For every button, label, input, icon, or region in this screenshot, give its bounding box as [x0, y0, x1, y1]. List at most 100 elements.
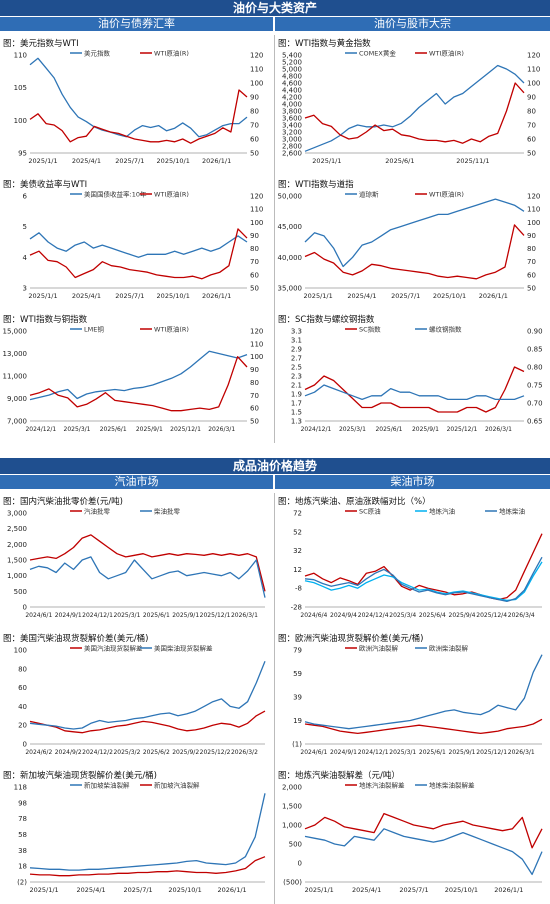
x-tick-label: 2025/9/1 — [136, 426, 163, 433]
x-tick-label: 2025/12/2 — [200, 749, 231, 756]
y-tick-label: 78 — [18, 815, 27, 823]
chart-us-crack: 图：美国汽柴油现货裂解价差(美元/桶) 0 20 40 60 80 100 2024/6/2… — [0, 630, 273, 766]
y2-tick-label: 100 — [250, 219, 263, 227]
y-tick-label: 4 — [23, 254, 28, 262]
y-tick-label: 39 — [293, 694, 302, 702]
x-tick-label: 2025/9/1 — [449, 749, 476, 756]
x-tick-label: 2025/4/1 — [76, 886, 105, 894]
y2-tick-label: 90 — [250, 232, 259, 240]
x-tick-label: 2025/12/1 — [200, 612, 231, 619]
y2-tick-label: 120 — [250, 328, 263, 336]
y-tick-label: 4,600 — [282, 80, 302, 88]
y2-tick-label: 120 — [527, 193, 540, 201]
x-tick-label: 2025/7/1 — [391, 292, 420, 300]
y-tick-label: 3 — [23, 285, 27, 293]
y-tick-label: 32 — [293, 547, 302, 555]
y2-tick-label: 0.75 — [527, 382, 543, 390]
chart-wti-gold: 图：WTI指数与黄金指数 2,600 2,800 3,000 3,200 3,400 3,… — [275, 35, 550, 175]
x-tick-label: 2025/10/1 — [445, 886, 478, 894]
x-tick-label: 2026/3/1 — [485, 426, 512, 433]
chart-svg: 3 4 5 6 50 60 70 80 90 100 110 120 2025/1/1 2025/4/1 2… — [23, 190, 264, 301]
x-tick-label: 2025/12/1 — [447, 426, 478, 433]
x-tick-label: 2025/7/1 — [399, 886, 428, 894]
y-tick-label: 100 — [14, 117, 27, 125]
series-line-0 — [304, 64, 525, 152]
x-tick-label: 2025/10/1 — [433, 292, 466, 300]
y2-tick-label: 50 — [250, 285, 259, 293]
chart-svg: 95 100 105 110 50 60 70 80 90 100 110 120 2025/1/1 20… — [14, 49, 264, 166]
series-line-1 — [29, 356, 248, 412]
x-tick-label: 2025/6/1 — [143, 612, 170, 619]
series-line-0 — [304, 366, 525, 413]
chart-local-refinery-change: 图：地炼汽柴油、原油涨跌幅对比（%） -28 -8 12 32 52 72 2024/6/4… — [275, 493, 550, 629]
chart-title: 图：WTI指数与铜指数 — [3, 315, 88, 325]
series-line-0 — [29, 534, 266, 592]
legend-label: SC指数 — [359, 325, 381, 334]
legend-label: 道琼斯 — [359, 190, 379, 199]
y-tick-label: 3,400 — [282, 122, 302, 130]
legend-label: WTI原油(R) — [154, 49, 189, 58]
x-tick-label: 2024/12/2 — [82, 749, 113, 756]
chart-title: 图：欧洲汽柴油现货裂解价差(美元/桶) — [278, 634, 424, 644]
y2-tick-label: 120 — [527, 52, 540, 60]
chart-svg: 7,000 9,000 11,000 13,000 15,000 50 60 70 80 90 10… — [3, 325, 264, 434]
y-tick-label: 4,200 — [282, 94, 302, 102]
x-tick-label: 2025/4/1 — [347, 292, 376, 300]
y2-tick-label: 60 — [250, 405, 259, 413]
y-tick-label: 7,000 — [7, 418, 27, 426]
section-title-products: 成品油价格趋势 — [0, 458, 550, 474]
y-tick-label: 3,800 — [282, 108, 302, 116]
series-line-0 — [304, 812, 543, 849]
x-tick-label: 2024/6/1 — [300, 749, 327, 756]
x-tick-label: 2025/1/1 — [305, 886, 334, 894]
y-tick-label: 72 — [293, 510, 302, 518]
legend-label: 美国汽油现货裂解差 — [84, 644, 143, 653]
y-tick-label: 1.5 — [291, 409, 302, 417]
chart-sc-rebar: 图：SC指数与螺纹钢指数 1.3 1.5 1.7 1.9 2.1 2.3 2.5 2.7 2.9… — [275, 311, 550, 443]
chart-svg: 1.31.51.71.92.12.32.52.72.93.13.3 0.65 0.7… — [291, 325, 543, 434]
series-line-1 — [304, 384, 525, 401]
x-tick-label: 2025/12/4 — [476, 612, 507, 619]
x-tick-label: 2025/6/2 — [143, 749, 170, 756]
y-tick-label: 98 — [18, 799, 27, 807]
y-tick-label: 6 — [23, 193, 28, 201]
y-tick-label: (2) — [17, 879, 27, 887]
y2-tick-label: 90 — [250, 366, 259, 374]
y-tick-label: 13,000 — [3, 350, 28, 358]
y-tick-label: 1,500 — [282, 803, 302, 811]
x-tick-label: 2025/7/1 — [123, 886, 152, 894]
series-line-1 — [304, 82, 525, 144]
legend-label: 地炼柴油 — [499, 507, 525, 516]
x-tick-label: 2025/12/1 — [476, 749, 507, 756]
x-tick-label: 2026/3/1 — [208, 426, 235, 433]
x-tick-label: 2026/1/1 — [494, 886, 523, 894]
y2-tick-label: 60 — [527, 136, 536, 144]
x-tick-label: 2025/12/1 — [170, 426, 201, 433]
x-tick-label: 2024/12/1 — [301, 426, 332, 433]
y2-tick-label: 90 — [527, 94, 536, 102]
x-tick-label: 2024/9/2 — [55, 749, 82, 756]
y-tick-label: 52 — [293, 528, 302, 536]
x-tick-label: 2025/3/1 — [389, 749, 416, 756]
x-tick-label: 2025/3/1 — [113, 612, 140, 619]
x-tick-label: 2026/3/4 — [508, 612, 535, 619]
chart-title: 图：WTI指数与黄金指数 — [278, 39, 371, 49]
y-tick-label: 105 — [14, 84, 27, 92]
y2-tick-label: 0.85 — [527, 346, 543, 354]
y2-tick-label: 110 — [527, 66, 540, 74]
legend-label: 螺纹钢指数 — [429, 325, 462, 334]
x-tick-label: 2025/1/1 — [28, 292, 57, 300]
y-tick-label: 2.1 — [291, 382, 302, 390]
series-line-0 — [304, 718, 543, 735]
chart-eu-crack: 图：欧洲汽柴油现货裂解价差(美元/桶) (1) 19 39 59 79 2024/6/1 2… — [275, 630, 550, 766]
y2-tick-label: 50 — [527, 150, 536, 158]
x-tick-label: 2025/11/1 — [456, 157, 489, 165]
y2-tick-label: 60 — [250, 271, 259, 279]
legend-label: WTI原油(R) — [154, 190, 189, 199]
y-tick-label: 12 — [293, 566, 302, 574]
legend-label: COMEX黄金 — [359, 49, 396, 58]
series-line-0 — [29, 57, 248, 138]
series-line-1 — [304, 828, 543, 876]
x-tick-label: 2024/12/1 — [358, 749, 389, 756]
